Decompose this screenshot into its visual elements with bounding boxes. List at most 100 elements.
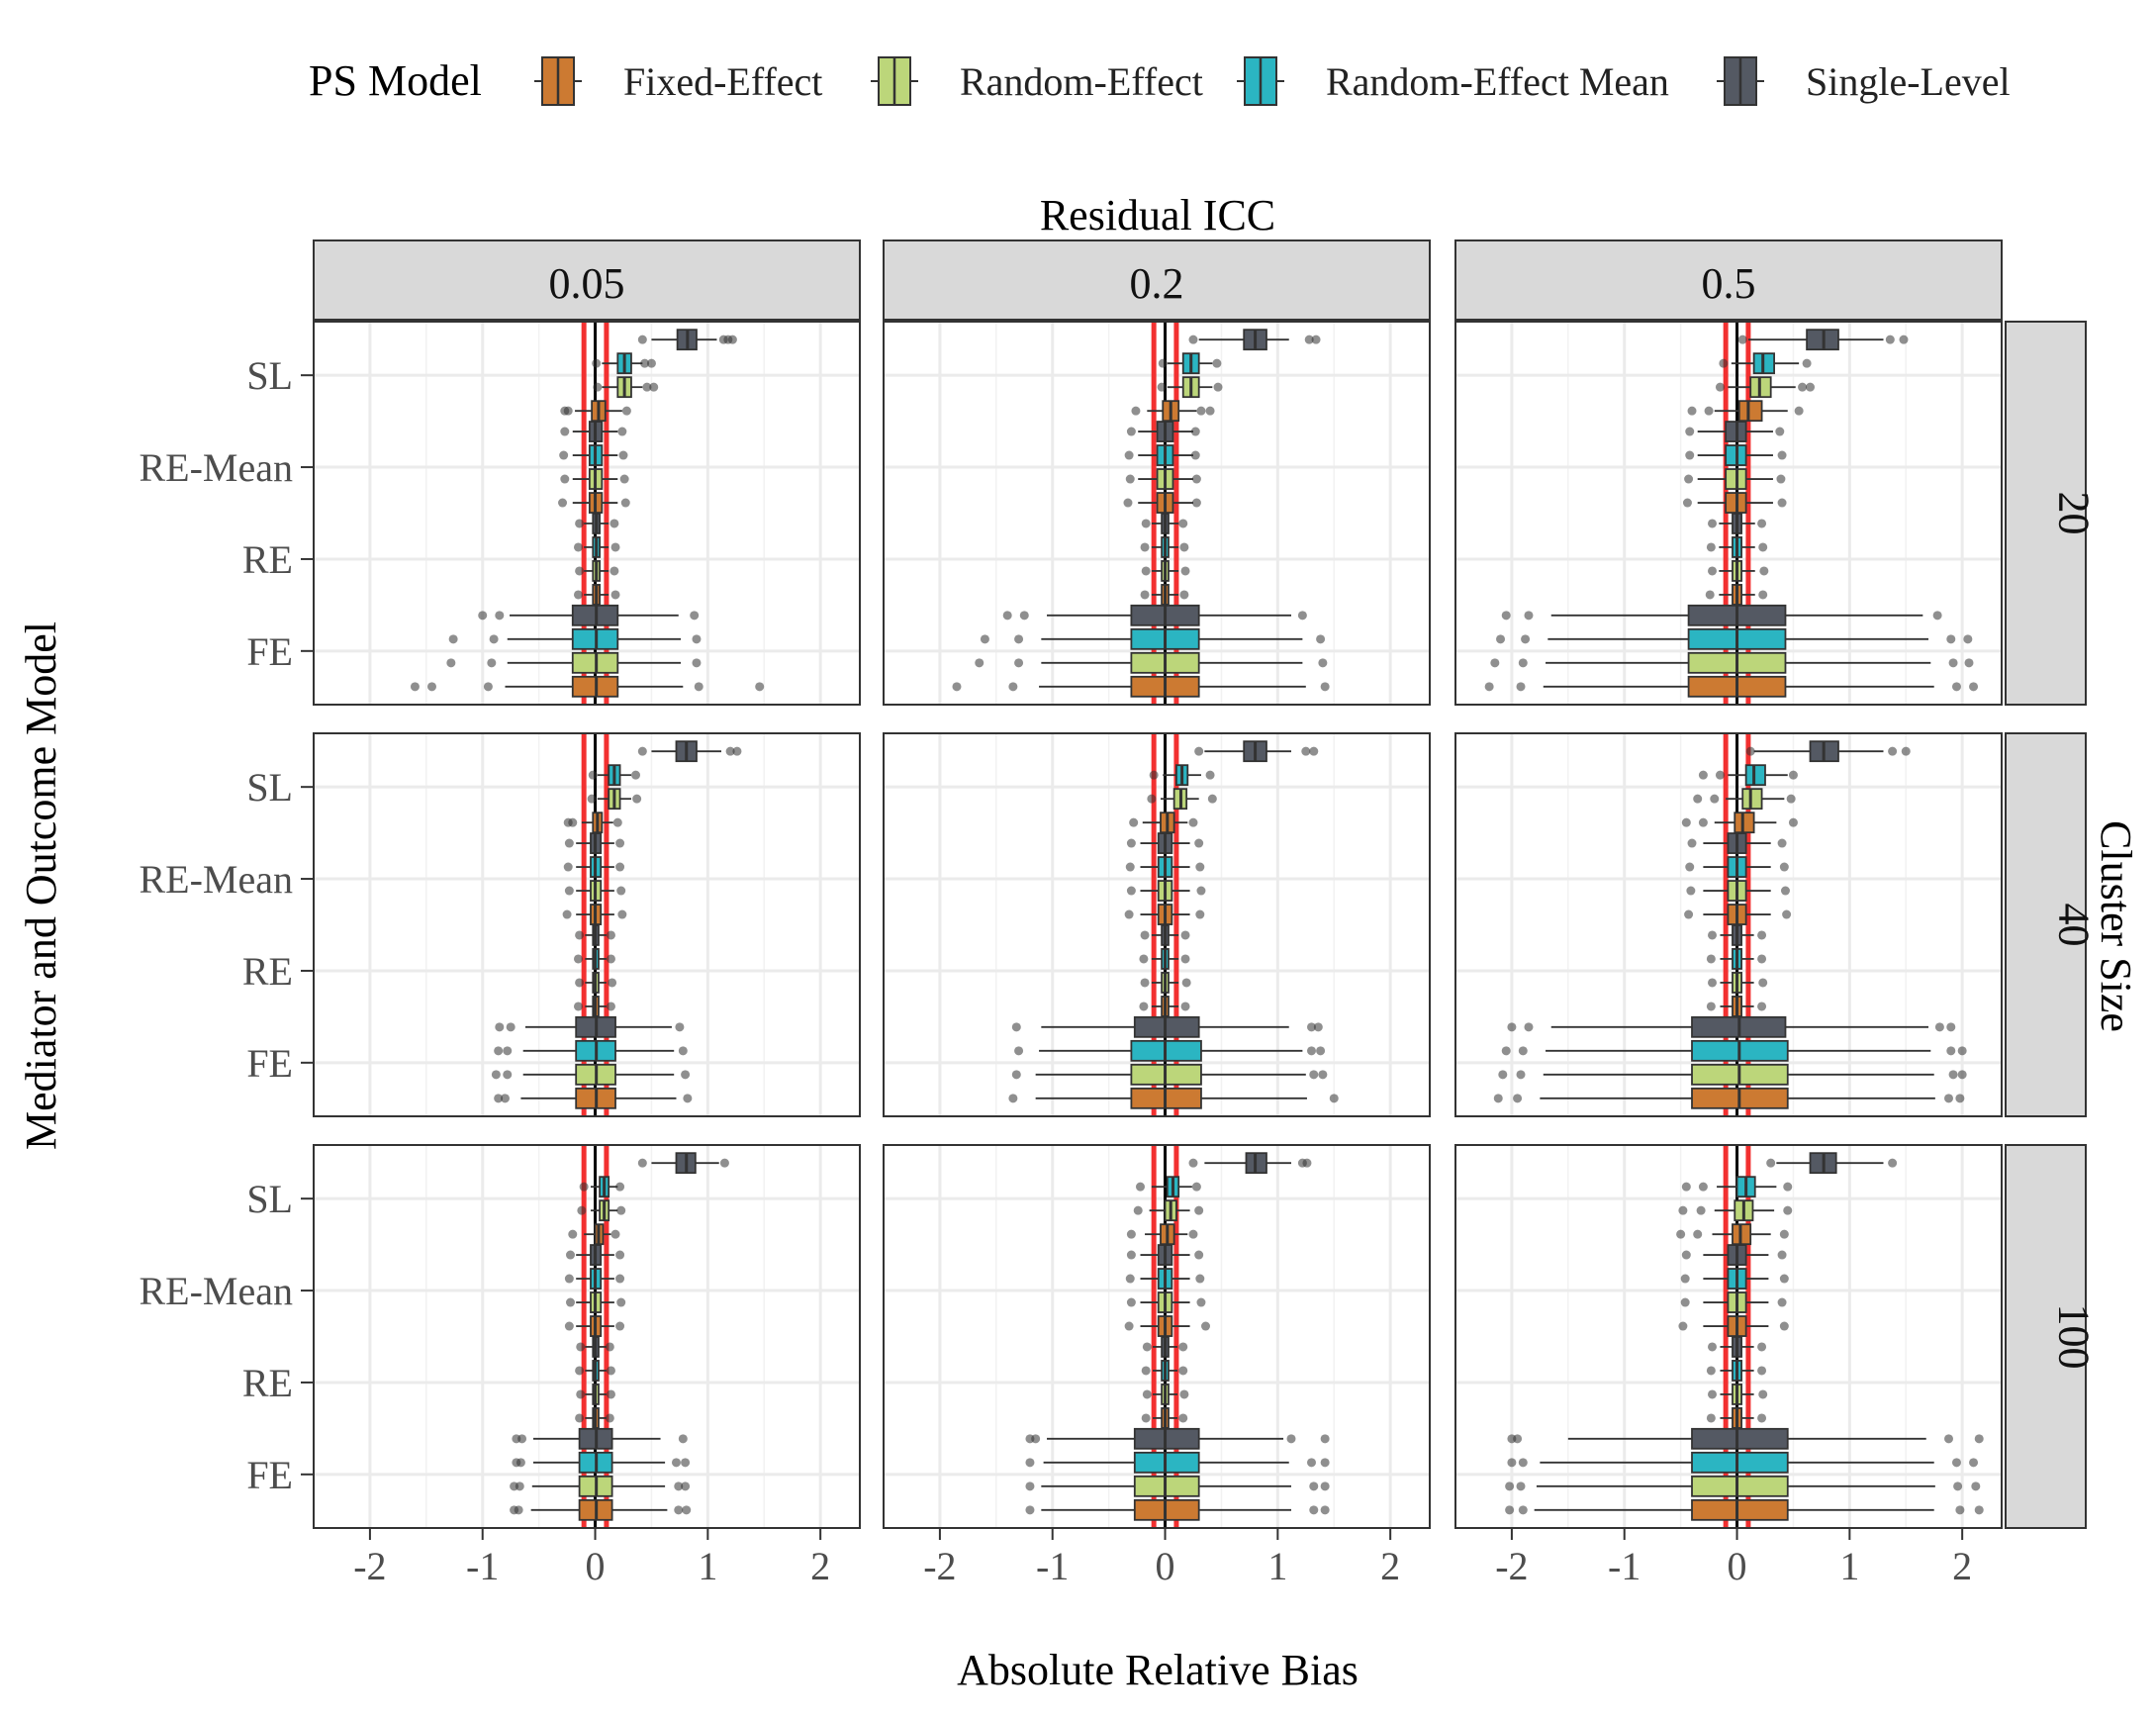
outlier-point	[1158, 358, 1168, 368]
box-fixed-effect	[1139, 996, 1190, 1017]
outlier-point	[683, 1094, 693, 1103]
outlier-point	[1011, 1070, 1021, 1080]
outlier-point	[1757, 1413, 1767, 1423]
box-random-effect-mean	[592, 352, 656, 375]
box-fixed-effect	[1706, 1407, 1767, 1429]
strip-background	[2005, 732, 2087, 1117]
outlier-point	[1779, 862, 1789, 872]
outlier-point	[1126, 886, 1136, 896]
outlier-point	[1953, 1481, 1963, 1491]
outlier-point	[1207, 794, 1217, 804]
outlier-point	[1516, 1070, 1526, 1080]
box-iqr	[1133, 1427, 1200, 1450]
box-iqr	[1744, 764, 1766, 787]
outlier-point	[1179, 1389, 1189, 1399]
x-tick-label: -2	[353, 1544, 386, 1588]
outlier-point	[1140, 590, 1150, 600]
box-random-effect-mean	[588, 764, 641, 787]
outlier-point	[637, 746, 647, 756]
outlier-point	[1297, 611, 1307, 621]
outlier-point	[1524, 1022, 1534, 1032]
outlier-point	[1014, 634, 1024, 644]
outlier-point	[1188, 817, 1198, 827]
facet-row-strip: 40	[2005, 732, 2099, 1117]
outlier-point	[1190, 427, 1200, 436]
outlier-point	[1141, 566, 1151, 576]
outlier-point	[558, 498, 568, 508]
box-random-effect-mean	[980, 627, 1326, 650]
outlier-point	[1788, 770, 1798, 780]
outlier-point	[1719, 358, 1729, 368]
box-single-level	[1126, 832, 1204, 854]
box-random-effect-mean	[1698, 764, 1798, 787]
outlier-point	[620, 498, 630, 508]
outlier-point	[1955, 1505, 1965, 1515]
outlier-point	[1320, 1458, 1330, 1468]
box-random-effect-mean	[494, 1039, 688, 1062]
outlier-point	[1948, 1070, 1958, 1080]
outlier-point	[1678, 1205, 1688, 1215]
box-iqr	[1691, 1498, 1789, 1521]
outlier-point	[1782, 909, 1792, 919]
outlier-point	[1306, 1046, 1316, 1056]
box-random-effect	[1684, 468, 1786, 490]
outlier-point	[1190, 450, 1200, 460]
outlier-point	[576, 1389, 586, 1399]
box-random-effect	[1715, 376, 1816, 399]
box-single-level	[1011, 1015, 1323, 1038]
panel-border	[313, 1144, 861, 1529]
box-fixed-effect	[568, 1223, 620, 1246]
outlier-point	[1507, 1434, 1517, 1444]
outlier-point	[564, 838, 574, 848]
outlier-point	[631, 770, 641, 780]
outlier-point	[1946, 1022, 1956, 1032]
outlier-point	[615, 862, 625, 872]
panel-border	[313, 321, 861, 706]
outlier-point	[1707, 519, 1717, 528]
outlier-point	[1014, 1046, 1024, 1056]
legend-item-random-effect-mean: Random-Effect Mean	[1237, 56, 1669, 106]
outlier-point	[1131, 406, 1141, 416]
outlier-point	[1524, 611, 1534, 621]
y-tick-label: FE	[246, 1041, 293, 1086]
outlier-point	[1179, 542, 1189, 552]
outlier-point	[1698, 817, 1708, 827]
legend-item-label: Single-Level	[1806, 59, 2011, 104]
outlier-point	[1777, 1250, 1787, 1260]
outlier-point	[1205, 406, 1215, 416]
outlier-point	[1974, 1434, 1984, 1444]
outlier-point	[560, 427, 570, 436]
y-tick-label: RE-Mean	[139, 445, 293, 490]
outlier-point	[565, 1250, 575, 1260]
outlier-point	[619, 474, 629, 484]
box-random-effect-mean	[1680, 1268, 1789, 1290]
outlier-point	[1014, 658, 1024, 668]
box-single-level	[1188, 329, 1321, 351]
outlier-point	[1946, 1046, 1956, 1056]
outlier-point	[649, 382, 659, 392]
box-fixed-effect	[1141, 1407, 1188, 1429]
outlier-point	[1142, 1342, 1152, 1352]
outlier-point	[1955, 1094, 1965, 1103]
box-single-level	[575, 513, 619, 534]
panel	[883, 1144, 1431, 1529]
outlier-point	[980, 634, 989, 644]
outlier-point	[1974, 1505, 1984, 1515]
box-random-effect-mean	[448, 627, 702, 650]
outlier-point	[575, 566, 585, 576]
x-tick-label: -2	[923, 1544, 956, 1588]
outlier-point	[1194, 746, 1204, 756]
box-fixed-effect	[1025, 1498, 1330, 1521]
outlier-point	[500, 1094, 510, 1103]
outlier-point	[1195, 909, 1205, 919]
box-iqr	[1737, 400, 1763, 423]
outlier-point	[1757, 1342, 1767, 1352]
outlier-point	[1766, 1158, 1776, 1168]
box-fixed-effect	[1140, 584, 1189, 606]
outlier-point	[1141, 1413, 1151, 1423]
outlier-point	[1129, 817, 1139, 827]
box-random-effect-mean	[1706, 1360, 1767, 1382]
outlier-point	[1320, 1481, 1330, 1491]
outlier-point	[1706, 1413, 1716, 1423]
